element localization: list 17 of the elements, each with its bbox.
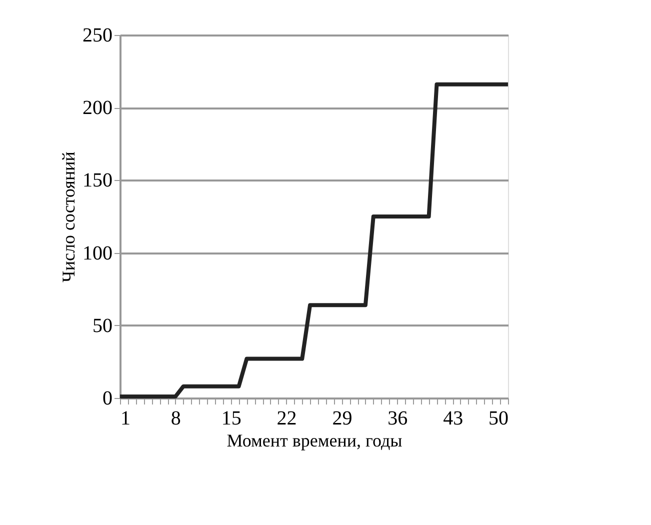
x-tick-label: 29 bbox=[332, 408, 352, 430]
y-tick-label: 250 bbox=[82, 24, 112, 46]
y-tick-label: 150 bbox=[82, 170, 112, 192]
y-tick-label: 50 bbox=[92, 314, 112, 337]
x-tick-label: 1 bbox=[120, 408, 130, 430]
x-tick-label: 36 bbox=[388, 408, 408, 430]
y-axis-title: Число состояний bbox=[58, 151, 78, 282]
line-series bbox=[118, 82, 510, 399]
x-tick-label: 50 bbox=[488, 408, 508, 430]
y-tick-label: 200 bbox=[82, 97, 112, 120]
x-axis-title: Момент времени, годы bbox=[226, 430, 402, 450]
x-tick-label: 43 bbox=[443, 408, 464, 430]
x-tick-label: 8 bbox=[170, 408, 181, 430]
y-tick-label: 100 bbox=[82, 242, 112, 264]
x-tick-label: 22 bbox=[276, 408, 297, 430]
x-tick-label: 15 bbox=[221, 408, 242, 430]
y-tick-label: 0 bbox=[102, 388, 112, 410]
